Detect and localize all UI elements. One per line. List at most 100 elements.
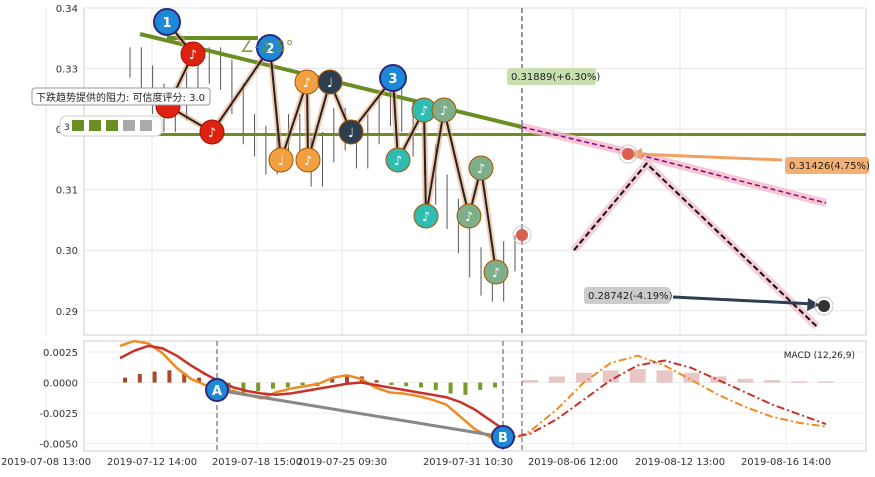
macd-hist-bar <box>463 382 468 395</box>
x-tick: 2019-07-31 10:30 <box>423 457 513 468</box>
note-icon: ♪ <box>465 210 473 225</box>
macd-hist-bar <box>152 371 157 383</box>
wave-badge-3 <box>379 64 407 92</box>
note-icon: ♪ <box>440 104 448 119</box>
note-icon: ♪ <box>208 126 216 141</box>
macd-hist-bar <box>241 382 246 394</box>
projection-start-ring <box>512 225 532 245</box>
macd-marker-a <box>205 378 229 402</box>
macd-hist-bar <box>197 377 201 383</box>
macd-forecast-hist-bar <box>710 376 727 383</box>
macd-forecast-hist-bar <box>602 370 619 383</box>
note-markers: ♪ ♪ ♩ ♪ ♪ ♩ ♩ ♪ ♪ ♪ ♪ ♪ ♪ ♪ <box>155 41 509 285</box>
note-marker <box>468 155 494 181</box>
wave-badge-2-label: 2 <box>265 42 274 57</box>
x-tick: 2019-07-08 13:00 <box>1 457 91 468</box>
note-icon: ♪ <box>304 154 312 169</box>
x-tick: 2019-08-12 13:00 <box>635 457 725 468</box>
macd-forecast-dea-line <box>502 359 827 440</box>
projection-mid-arrow <box>635 152 783 162</box>
wave-badge-1-label: 1 <box>162 16 171 31</box>
score-icons <box>72 120 152 131</box>
macd-hist-bar <box>167 370 172 383</box>
macd-hist-bar <box>300 382 305 385</box>
note-marker <box>317 69 343 95</box>
projection-end-ring <box>814 296 834 316</box>
trend-angle-label: ∠-2.5° <box>240 37 294 56</box>
macd-forecast-hist-bar <box>737 378 754 383</box>
score-icon <box>123 120 135 131</box>
macd-hist-bar <box>330 378 335 383</box>
note-marker <box>413 203 439 229</box>
note-icon: ♪ <box>394 154 402 169</box>
macd-hist-bar <box>389 382 394 385</box>
note-icon: ♪ <box>420 104 428 119</box>
x-tick: 2019-07-12 14:00 <box>107 457 197 468</box>
macd-marker-b <box>491 425 515 449</box>
macd-forecast-hist-bar <box>575 372 592 383</box>
note-marker <box>431 97 457 123</box>
macd-hist-bar <box>271 382 275 389</box>
macd-hist-bar <box>433 382 438 390</box>
projection-end-point <box>818 300 830 312</box>
note-icon: ♪ <box>492 266 500 281</box>
macd-legend: MACD (12,26,9) <box>784 351 855 361</box>
macd-forecast-hist-bar <box>629 369 646 383</box>
macd-hist-bar <box>374 380 379 383</box>
projection-mid-point <box>622 148 634 160</box>
macd-marker-b-label: B <box>498 431 508 446</box>
macd-y-tick-labels: 0.0025 0.0000 -0.0025 -0.0050 <box>39 348 78 451</box>
projection-low-arrow <box>672 295 815 306</box>
wave-badge-3-label: 3 <box>388 72 397 87</box>
wave-badge-1 <box>153 8 181 36</box>
note-marker <box>338 119 364 145</box>
main-y-tick: 0.29 <box>56 307 78 318</box>
macd-divergence-line <box>216 388 504 439</box>
note-icon: ♩ <box>348 126 354 141</box>
macd-y-tick: -0.0050 <box>39 440 78 451</box>
resistance-note-text: 下跌趋势提供的阻力: 可信度评分: 3.0 <box>36 91 205 104</box>
score-icon <box>140 120 152 131</box>
projection-low-label: 0.28742(-4.19%) <box>588 291 673 302</box>
macd-forecast-hist-bar <box>656 370 673 383</box>
resistance-score-label: 3 <box>64 123 70 133</box>
projection-mid-label: 0.31426(4.75%) <box>789 161 870 172</box>
projection-low-arrow-head <box>807 298 820 311</box>
note-marker <box>268 147 294 173</box>
score-icon <box>72 120 84 131</box>
macd-panel-frame <box>83 340 867 452</box>
note-icon: ♩ <box>278 154 284 169</box>
macd-gridlines <box>45 341 866 451</box>
note-marker <box>456 203 482 229</box>
projection-low-label-box <box>584 287 670 304</box>
x-tick: 2019-07-25 09:30 <box>297 457 387 468</box>
projection-mid-ring <box>618 144 638 164</box>
macd-hist-bar <box>256 382 261 392</box>
macd-dea-line <box>119 344 504 431</box>
main-y-tick: 0.33 <box>56 65 78 76</box>
x-tick: 2019-08-06 12:00 <box>528 457 618 468</box>
note-marker <box>180 41 206 67</box>
macd-hist-bar <box>345 375 349 383</box>
projection-mid-label-box <box>785 157 869 174</box>
projection-path <box>573 162 818 328</box>
macd-forecast-hist-bar <box>764 380 781 383</box>
x-tick: 2019-08-16 14:00 <box>741 457 831 468</box>
macd-hist-bar <box>478 382 483 390</box>
x-tick-labels: 2019-07-08 13:00 2019-07-12 14:00 2019-07-… <box>1 457 831 468</box>
macd-hist-bar <box>404 382 409 387</box>
note-icon: ♩ <box>327 76 333 91</box>
projection-high-label-box <box>507 68 596 85</box>
note-icon: ♪ <box>477 162 485 177</box>
macd-hist-bar <box>137 374 142 383</box>
macd-histogram <box>123 369 834 395</box>
main-y-tick: 0.30 <box>56 246 78 257</box>
macd-forecast-hist-bar <box>683 372 700 383</box>
score-icon <box>106 120 118 131</box>
macd-hist-bar <box>123 377 127 383</box>
macd-dif-line <box>119 339 504 445</box>
note-marker <box>483 259 509 285</box>
wave-badges: 1 2 3 <box>153 8 407 92</box>
